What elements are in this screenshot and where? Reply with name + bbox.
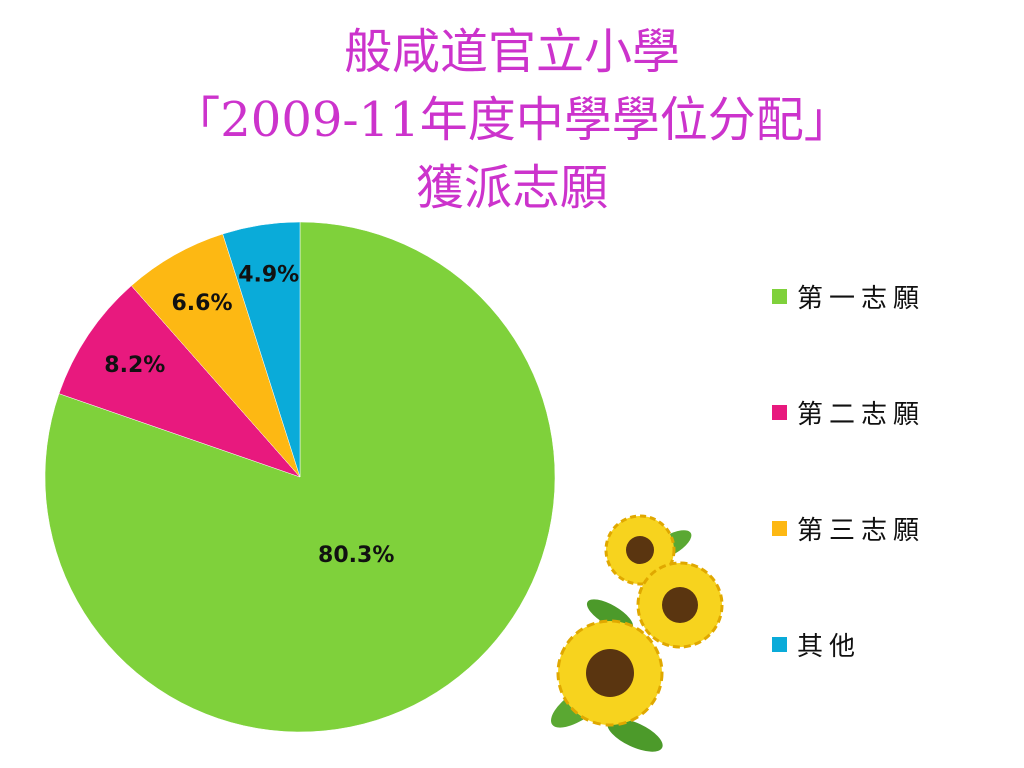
legend-label-0: 第一志願: [797, 283, 926, 314]
chart-title: 般咸道官立小學 「2009-11年度中學學位分配」 獲派志願: [0, 18, 1024, 222]
legend-swatch-2: [772, 520, 787, 536]
legend-item-1: 第二志願: [772, 392, 925, 432]
pie-data-label-2: 6.6%: [171, 291, 232, 316]
pie-data-label-1: 8.2%: [104, 353, 165, 378]
pie-slice-3: [222, 221, 301, 478]
legend-item-0: 第一志願: [772, 276, 925, 316]
legend-item-2: 第三志願: [772, 508, 925, 548]
legend-label-2: 第三志願: [797, 515, 926, 546]
sunflower-top: [604, 514, 676, 586]
title-line-3: 獲派志願: [415, 160, 608, 216]
pie-data-labels: 80.3% 8.2% 6.6%4.9%: [104, 262, 394, 568]
pie-data-label-3: 4.9%: [238, 262, 299, 287]
pie-slice-1: [58, 285, 301, 478]
legend-item-3: 其他: [772, 624, 861, 664]
sunflowers-icon: [551, 514, 724, 752]
pie-data-label-0: 80.3%: [318, 543, 394, 568]
legend-swatch-3: [772, 636, 787, 652]
pie-slices: [44, 221, 556, 733]
legend-label-1: 第二志願: [797, 399, 926, 430]
legend-swatch-1: [772, 404, 787, 420]
title-line-2: 「2009-11年度中學學位分配」: [172, 92, 852, 148]
legend-label-3: 其他: [797, 631, 862, 662]
legend-swatch-0: [772, 288, 787, 304]
sunflower-bottom: [556, 619, 664, 727]
title-line-1: 般咸道官立小學: [343, 24, 680, 80]
sunflower-middle: [636, 561, 724, 649]
